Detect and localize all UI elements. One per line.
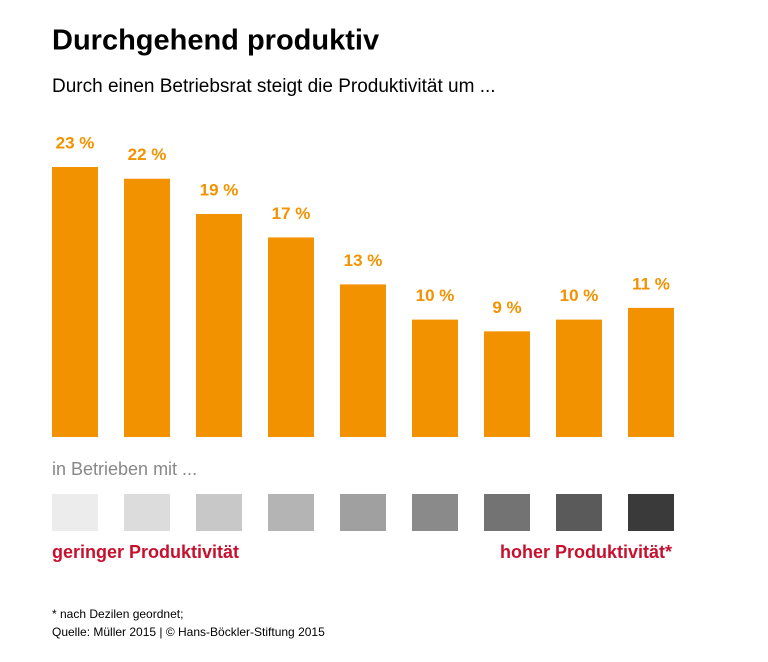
bar: [268, 237, 314, 437]
source: Quelle: Müller 2015 | © Hans-Böckler-Sti…: [52, 625, 325, 639]
value-label: 10 %: [560, 286, 599, 305]
bar: [556, 319, 602, 437]
bar: [52, 167, 98, 437]
value-label: 10 %: [416, 286, 455, 305]
bar: [484, 331, 530, 437]
value-label: 22 %: [128, 145, 167, 164]
value-label: 13 %: [344, 251, 383, 270]
chart-title: Durchgehend produktiv: [52, 25, 379, 57]
legend-swatch: [52, 494, 98, 531]
value-label: 11 %: [632, 274, 670, 293]
legend-swatch: [196, 494, 242, 531]
bar: [340, 284, 386, 437]
legend-low: geringer Produktivität: [52, 542, 239, 562]
legend-swatch: [412, 494, 458, 531]
footnote: * nach Dezilen geordnet;: [52, 607, 183, 621]
value-label: 17 %: [272, 204, 311, 223]
legend-swatch: [628, 494, 674, 531]
value-label: 9 %: [492, 298, 521, 317]
bar: [196, 213, 242, 437]
legend-swatch: [484, 494, 530, 531]
value-label: 19 %: [200, 180, 239, 199]
bar: [124, 178, 170, 437]
bar: [628, 307, 674, 437]
legend-swatch: [268, 494, 314, 531]
legend-high: hoher Produktivität*: [500, 542, 672, 562]
value-label: 23 %: [56, 133, 95, 152]
legend-title: in Betrieben mit ...: [52, 459, 197, 479]
legend-swatch: [340, 494, 386, 531]
bar: [412, 319, 458, 437]
legend-swatch: [124, 494, 170, 531]
chart-subtitle: Durch einen Betriebsrat steigt die Produ…: [52, 76, 496, 97]
legend-swatch: [556, 494, 602, 531]
